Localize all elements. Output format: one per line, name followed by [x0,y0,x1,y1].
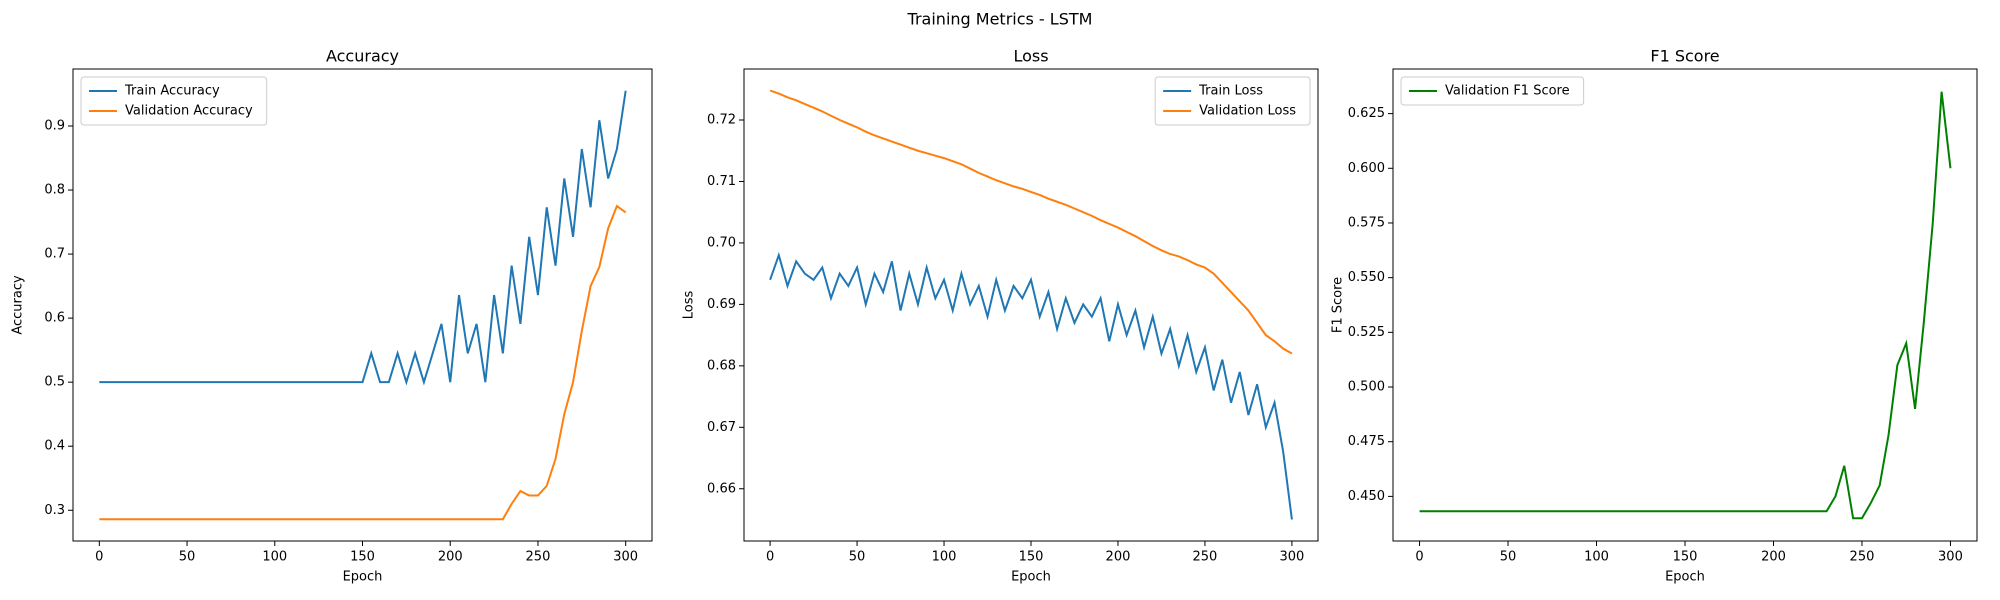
x-tick-label: 200 [1761,550,1786,565]
x-tick-label: 250 [1193,550,1218,565]
legend: Train Loss Validation Loss [1154,76,1311,126]
y-tick-label: 0.68 [707,358,736,373]
y-tick-label: 0.9 [44,118,65,133]
subplot-title: Accuracy [326,47,399,66]
x-axis-label: Epoch [1665,570,1705,585]
y-tick-label: 0.475 [1348,434,1385,449]
x-tick-label: 300 [1279,550,1304,565]
x-tick-label: 250 [526,550,551,565]
legend-frame [1400,76,1585,106]
x-tick-label: 200 [1106,550,1131,565]
y-tick-label: 0.450 [1348,489,1385,504]
x-tick-label: 50 [849,550,866,565]
line-series [99,204,627,521]
x-axis-label: Epoch [1011,570,1051,585]
x-tick-label: 300 [613,550,638,565]
y-tick-label: 0.575 [1348,215,1385,230]
legend-label: Validation Loss [1199,104,1296,119]
y-tick-label: 0.525 [1348,325,1385,340]
x-tick-label: 150 [1019,550,1044,565]
y-tick-label: 0.8 [44,183,65,198]
x-tick-label: 150 [350,550,375,565]
line-series [99,90,627,386]
y-tick-label: 0.71 [707,174,736,189]
x-tick-label: 200 [438,550,463,565]
legend-label: Train Loss [1198,84,1263,99]
y-tick-label: 0.7 [44,247,65,262]
y-tick-label: 0.550 [1348,270,1385,285]
x-tick-label: 250 [1850,550,1875,565]
subplot: Accuracy Epoch Accuracy 0 50 100 150 200 250 300 0… [11,47,653,585]
x-tick-label: 0 [1415,550,1423,565]
y-tick-label: 0.72 [707,113,736,128]
y-tick-label: 0.4 [44,439,65,454]
y-tick-label: 0.67 [707,420,736,435]
subplot-title: F1 Score [1650,47,1719,66]
x-tick-label: 100 [1584,550,1609,565]
x-tick-label: 0 [766,550,774,565]
y-tick-label: 0.70 [707,235,736,250]
line-series [769,251,1293,520]
x-tick-label: 150 [1673,550,1698,565]
y-tick-label: 0.69 [707,297,736,312]
y-tick-label: 0.600 [1348,161,1385,176]
y-tick-label: 0.625 [1348,106,1385,121]
plot-frame [1392,68,1978,542]
x-axis-label: Epoch [343,570,383,585]
line-series [1419,91,1952,520]
plot-frame [72,68,653,542]
x-tick-label: 100 [262,550,287,565]
y-axis-label: Loss [682,291,697,320]
y-tick-label: 0.66 [707,481,736,496]
legend-label: Validation F1 Score [1445,84,1570,99]
subplot-title: Loss [1013,47,1048,66]
subplot: F1 Score Epoch F1 Score 0 50 100 150 200 250 300 0… [1331,47,1978,585]
legend-label: Train Accuracy [124,84,220,99]
y-axis-label: F1 Score [1331,277,1346,333]
legend: Train Accuracy Validation Accuracy [80,76,268,126]
y-axis-label: Accuracy [11,275,26,335]
x-tick-label: 50 [179,550,196,565]
legend-label: Validation Accuracy [125,104,253,119]
y-tick-label: 0.6 [44,311,65,326]
legend-frame [1154,76,1311,126]
line-series [769,89,1293,355]
y-tick-label: 0.3 [44,503,65,518]
legend-frame [80,76,268,126]
y-tick-label: 0.500 [1348,380,1385,395]
subplot: Loss Epoch Loss 0 50 100 150 200 250 300 0.66 0.67 0… [682,47,1319,585]
x-tick-label: 100 [932,550,957,565]
y-tick-label: 0.5 [44,375,65,390]
x-tick-label: 50 [1500,550,1517,565]
x-tick-label: 0 [95,550,103,565]
figure-title: Training Metrics - LSTM [907,10,1093,29]
legend: Validation F1 Score [1400,76,1585,106]
plot-frame [743,68,1319,542]
x-tick-label: 300 [1938,550,1963,565]
